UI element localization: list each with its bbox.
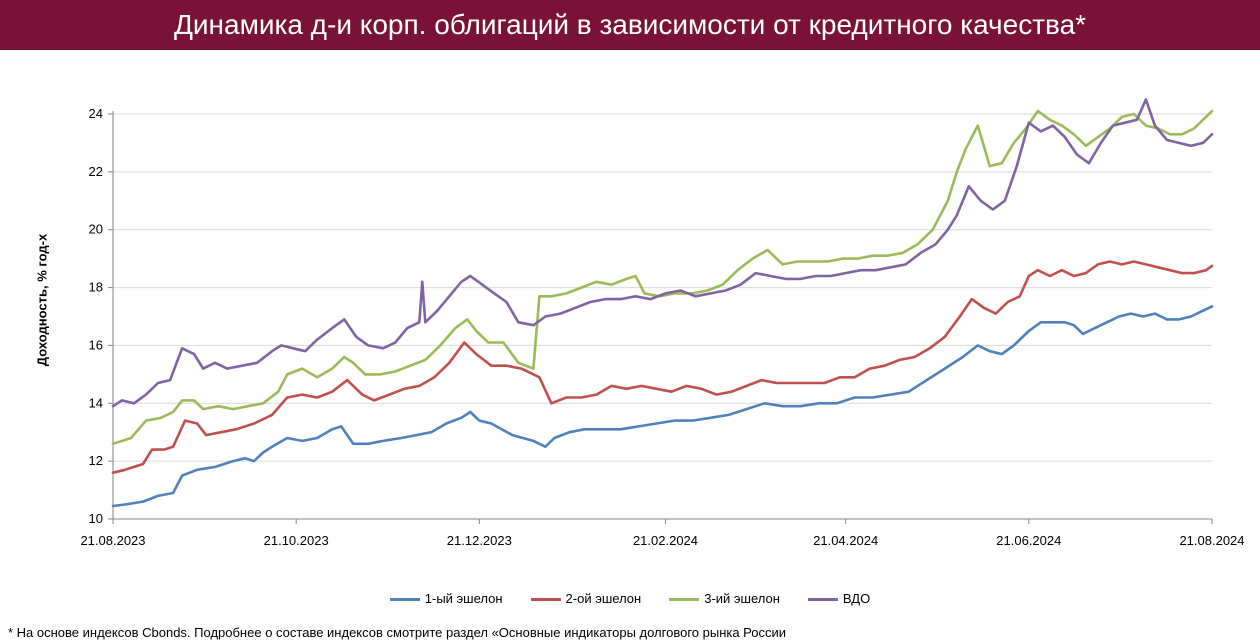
legend-item-1: 1-ый эшелон <box>389 591 503 607</box>
x-tick-label: 21.12.2023 <box>447 533 512 548</box>
y-tick-label: 24 <box>89 106 103 121</box>
x-tick-label: 21.08.2023 <box>80 533 145 548</box>
x-tick-label: 21.04.2024 <box>813 533 878 548</box>
legend-swatch <box>530 598 561 602</box>
legend-swatch <box>669 598 700 602</box>
legend-item-3: 3-ий эшелон <box>669 591 780 606</box>
y-tick-label: 18 <box>89 280 103 295</box>
y-tick-label: 20 <box>89 222 103 237</box>
legend-swatch <box>389 598 420 602</box>
chart-title: Динамика д-и корп. облигаций в зависимос… <box>0 0 1260 50</box>
legend-label: ВДО <box>842 591 871 607</box>
legend-label: 3-ий эшелон <box>704 591 780 607</box>
footnote: * На основе индексов Cbonds. Подробнее о… <box>8 625 787 640</box>
y-tick-label: 10 <box>89 511 103 526</box>
series-line-1 <box>111 305 1214 508</box>
legend-label: 2-ой эшелон <box>565 591 642 607</box>
x-tick-label: 21.08.2024 <box>1179 533 1244 548</box>
legend-item-2: 2-ой эшелон <box>530 591 642 607</box>
series-line-4 <box>111 98 1214 408</box>
series-line-3 <box>111 109 1214 446</box>
y-axis-title: Доходность, % год-х <box>34 233 50 367</box>
y-tick-label: 14 <box>89 395 103 410</box>
legend-label: 1-ый эшелон <box>424 591 503 607</box>
x-tick-label: 21.10.2023 <box>264 533 329 548</box>
y-tick-label: 16 <box>89 337 103 352</box>
y-tick-label: 22 <box>89 164 103 179</box>
legend-item-4: ВДО <box>807 591 871 607</box>
x-tick-label: 21.06.2024 <box>996 533 1061 548</box>
y-tick-label: 12 <box>89 453 103 468</box>
x-tick-label: 21.02.2024 <box>633 533 698 548</box>
line-chart: 10 12 14 16 18 20 22 24 21.08.2023 21.10.2023 21.1… <box>80 98 1245 548</box>
legend: 1-ый эшелон 2-ой эшелон 3-ий эшелон ВДО <box>0 590 1260 606</box>
series-line-2 <box>111 260 1214 474</box>
legend-swatch <box>807 598 838 602</box>
